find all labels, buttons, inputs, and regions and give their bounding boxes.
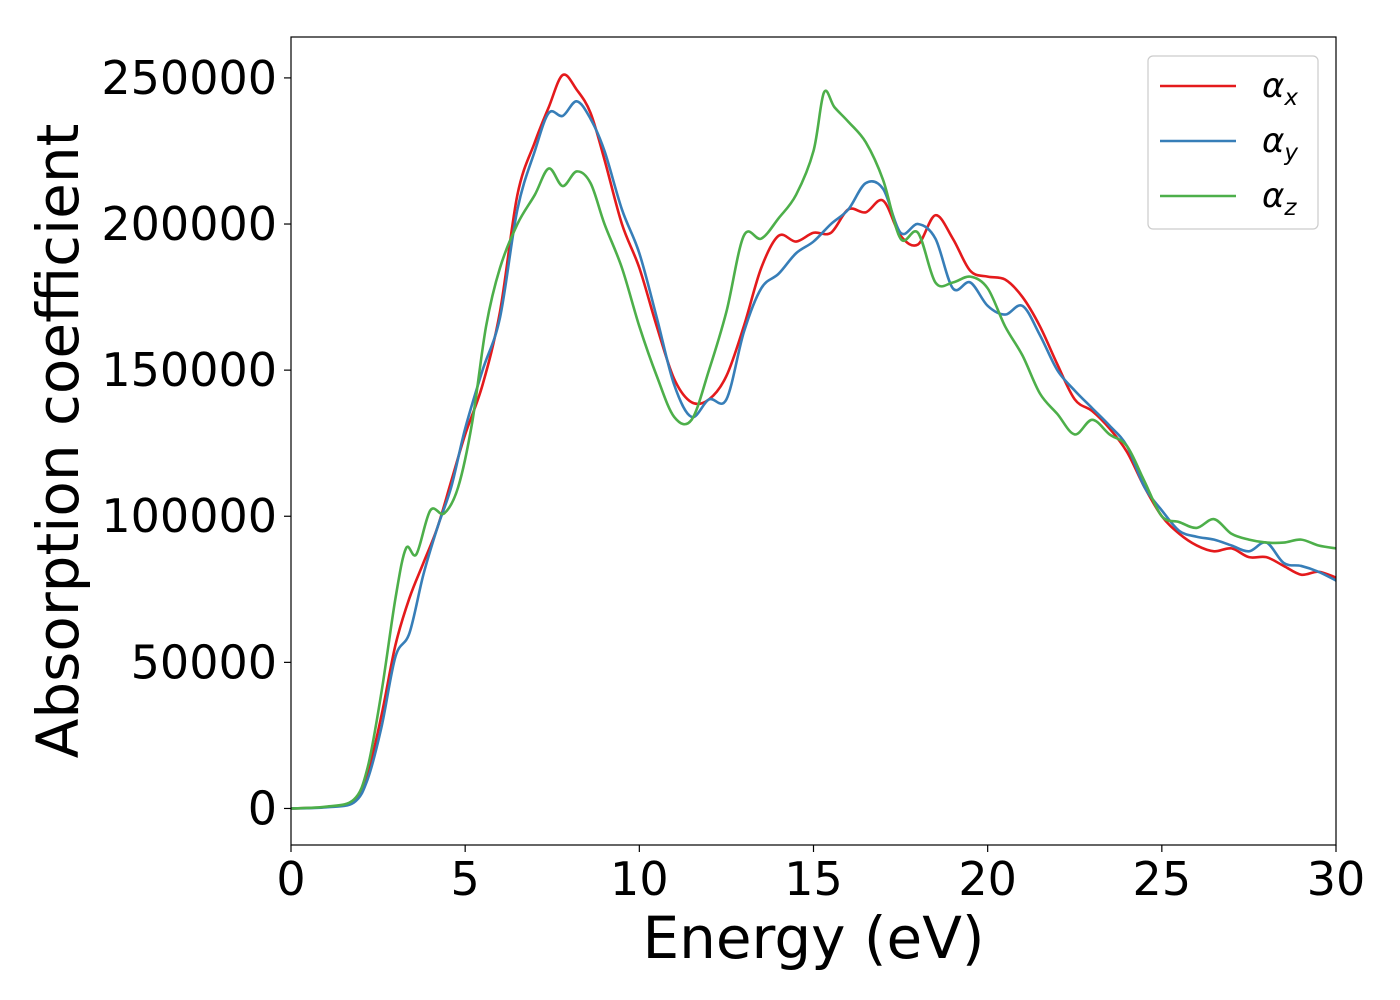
x-tick-label: 10: [610, 852, 669, 906]
y-tick-label: 200000: [101, 197, 277, 251]
legend-label-x: αx: [1262, 66, 1298, 111]
y-axis-ticks: 0 50000 100000 150000 200000 250000: [101, 51, 291, 835]
legend-label-z: αz: [1262, 176, 1297, 221]
x-tick-label: 5: [451, 852, 480, 906]
series-layer: [291, 73, 1336, 810]
series-line-y: [291, 99, 1336, 810]
x-tick-label: 30: [1307, 852, 1366, 906]
series-line-z: [291, 89, 1336, 810]
legend-label-y: αy: [1262, 121, 1298, 166]
x-axis-ticks: 0 5 10 15 20 25 30: [276, 845, 1365, 906]
y-tick-label: 0: [248, 781, 277, 835]
y-tick-label: 50000: [131, 635, 277, 689]
x-tick-label: 20: [958, 852, 1017, 906]
y-tick-label: 150000: [101, 343, 277, 397]
x-axis-title: Energy (eV): [642, 904, 984, 972]
y-tick-label: 100000: [101, 489, 277, 543]
y-tick-label: 250000: [101, 51, 277, 105]
legend: αx αy αz: [1147, 55, 1319, 230]
x-tick-label: 25: [1133, 852, 1192, 906]
legend-box: [1147, 55, 1319, 230]
x-tick-label: 0: [276, 852, 305, 906]
x-tick-label: 15: [784, 852, 843, 906]
y-axis-title: Absorption coefficient: [24, 124, 92, 759]
